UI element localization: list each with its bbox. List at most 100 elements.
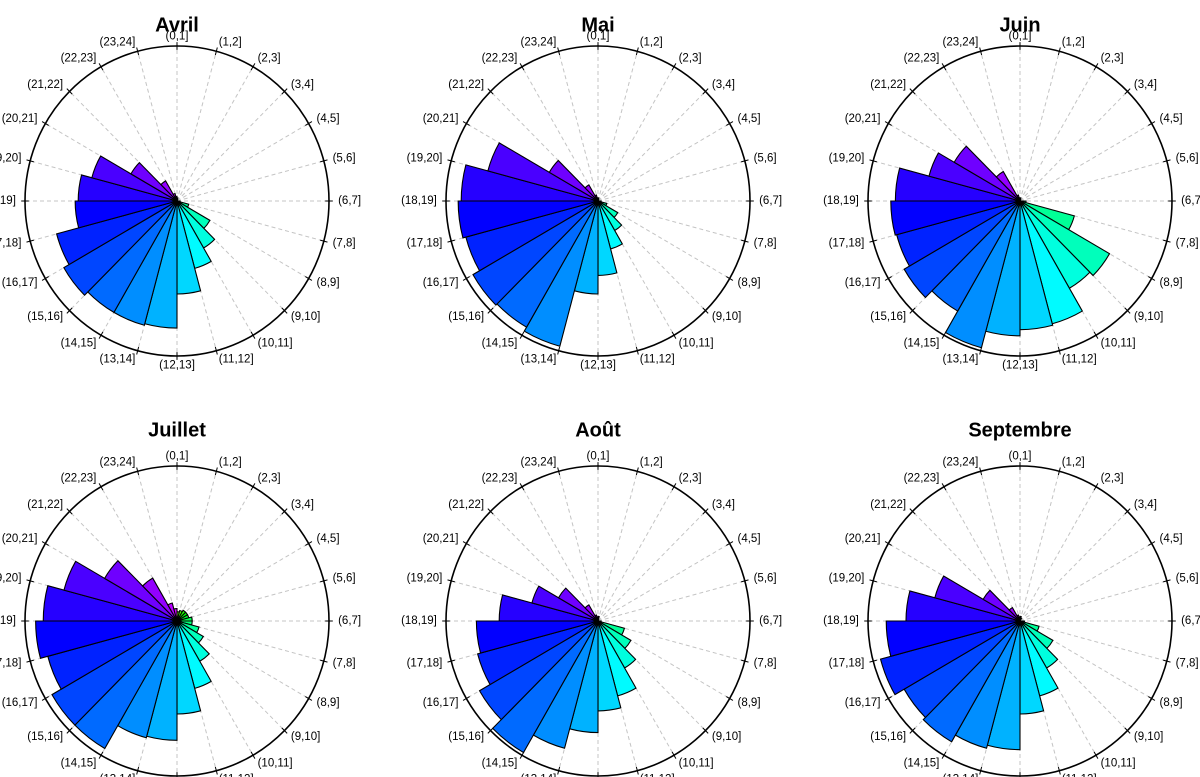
tick-label: (0,1] [1008,31,1031,43]
tick-label: (22,23] [61,473,97,485]
tick-mark [305,541,313,546]
tick-label: (15,16] [448,311,484,323]
tick-label: (7,8] [754,658,777,670]
wedge-(21,22] [584,604,599,622]
tick-mark [671,63,677,71]
wedge-(15,16] [478,620,599,721]
tick-label: (23,24] [99,456,135,468]
tick-label: (13,14] [942,354,978,366]
tick-mark [214,766,218,775]
radial-grid-line [597,471,638,622]
tick-label: (23,24] [942,36,978,48]
tick-label: (18,19] [401,615,437,627]
rose-chart-6: Septembre (0,1] (1,2] (2,3] (3,4] (4,5] (5,6] (… [823,420,1200,777]
radial-grid-line [176,471,217,622]
tick-label: (6,7] [338,195,361,207]
wedge-(14,15] [922,620,1021,743]
tick-mark [1057,346,1061,355]
tick-mark [519,483,525,491]
tick-label: (2,3] [1101,473,1124,485]
radial-grid-line [1019,620,1152,699]
tick-mark [941,751,947,759]
chart-title: Avril [155,15,199,37]
tick-mark [26,159,34,163]
tick-mark [1093,483,1099,491]
wedge-(16,17] [55,200,178,266]
tick-label: (3,4] [1134,79,1157,91]
radial-grid-line [597,200,706,311]
tick-mark [702,727,709,734]
chart-title: Mai [581,15,614,37]
tick-mark [702,88,709,95]
tick-label: (17,18] [407,658,443,670]
tick-label: (12,13] [1002,359,1038,371]
radial-grid-line [176,66,254,202]
tick-label: (9,10] [712,311,741,323]
tick-mark [1163,659,1171,663]
tick-label: (5,6] [1176,573,1199,585]
radial-grid-line [597,160,745,202]
tick-label: (14,15] [904,337,940,349]
radial-grid-line [1019,66,1097,202]
tick-mark [136,766,140,775]
tick-label: (15,16] [27,731,63,743]
radial-grid-line [597,200,745,242]
tick-label: (2,3] [1101,53,1124,65]
tick-mark [1124,88,1131,95]
tick-label: (8,9] [1160,277,1183,289]
radial-grid-line [597,511,706,622]
radial-grid-line [597,620,730,699]
tick-mark [66,727,73,734]
radial-grid-line [176,580,324,622]
wedge-(8,9] [1019,200,1111,277]
tick-label: (13,14] [99,354,135,366]
tick-label: (9,10] [1134,731,1163,743]
tick-mark [462,541,470,546]
tick-label: (17,18] [0,658,21,670]
tick-mark [98,751,104,759]
tick-label: (6,7] [1181,615,1200,627]
tick-mark [250,483,256,491]
tick-label: (10,11] [679,337,714,349]
tick-label: (2,3] [679,473,702,485]
tick-mark [136,467,140,476]
radial-grid-line [176,511,285,622]
radial-grid-line [45,123,178,202]
tick-label: (1,2] [1062,456,1085,468]
tick-mark [487,508,494,515]
tick-label: (7,8] [754,238,777,250]
tick-label: (3,4] [291,79,314,91]
wedge-(15,16] [472,200,599,306]
radial-grid-line [176,123,309,202]
tick-label: (14,15] [482,757,518,769]
radial-grid-line [30,200,178,242]
tick-label: (1,2] [640,456,663,468]
wedge-(19,20] [928,152,1021,202]
tick-label: (14,15] [482,337,518,349]
radial-grid-line [597,123,730,202]
tick-label: (8,9] [317,277,340,289]
radial-grid-line [451,620,599,662]
tick-label: (15,16] [870,731,906,743]
tick-mark [1057,467,1061,476]
radial-grid-line [1019,91,1128,202]
tick-label: (9,10] [291,731,320,743]
rose-chart-2: Mai(0,1] (1,2] (2,3] (3,4] (4,5] (5,6] (6,7] (7… [401,15,782,372]
tick-mark [671,331,677,339]
tick-mark [1093,63,1099,71]
wedge-(15,16] [63,200,178,297]
chart-title: Août [575,420,621,442]
chart-title: Juillet [148,420,206,442]
radial-grid-line [597,200,730,279]
radial-grid-line [597,580,745,622]
tick-label: (9,10] [291,311,320,323]
radial-grid-line [912,91,1021,202]
wedge-(21,22] [1008,606,1021,622]
wedge-(20,21] [557,587,599,622]
radial-grid-line [45,543,178,622]
radial-grid-line [873,160,1021,202]
tick-mark [1163,239,1171,243]
radial-grid-line [558,51,599,202]
radial-grid-line [1019,620,1128,731]
